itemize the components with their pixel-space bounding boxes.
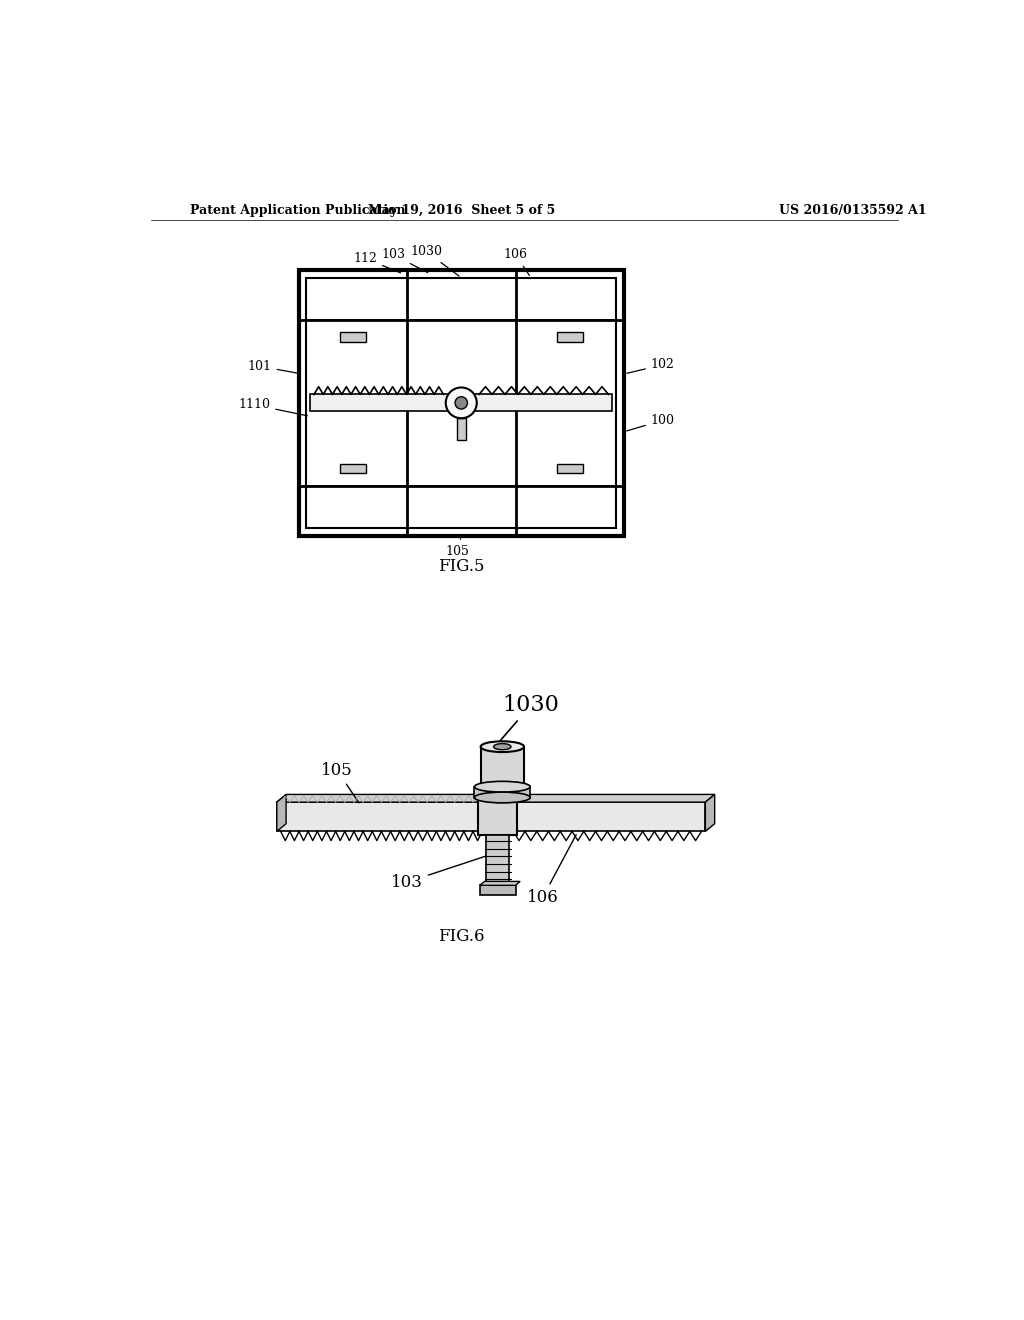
Ellipse shape	[474, 792, 530, 803]
Text: FIG.5: FIG.5	[438, 558, 484, 576]
Bar	[306, 277, 616, 528]
Ellipse shape	[494, 743, 511, 750]
Text: 103: 103	[391, 857, 485, 891]
Bar	[474, 787, 530, 797]
Text: 101: 101	[248, 360, 300, 374]
Text: 1030: 1030	[411, 246, 459, 276]
Bar	[299, 271, 624, 536]
Circle shape	[455, 397, 467, 409]
Ellipse shape	[480, 742, 524, 752]
Bar	[310, 395, 612, 412]
Circle shape	[445, 388, 477, 418]
Text: 105: 105	[322, 762, 359, 803]
Bar	[340, 333, 366, 342]
Bar	[340, 465, 366, 474]
Polygon shape	[509, 795, 715, 803]
Polygon shape	[706, 795, 715, 832]
Text: 100: 100	[627, 413, 675, 430]
Bar	[480, 747, 524, 787]
Bar	[478, 799, 517, 836]
Polygon shape	[276, 795, 496, 803]
Ellipse shape	[474, 781, 530, 792]
Bar	[480, 886, 515, 895]
Polygon shape	[478, 791, 526, 799]
Text: 112: 112	[353, 252, 400, 273]
Bar	[509, 803, 706, 832]
Bar	[457, 418, 466, 440]
Bar	[557, 333, 583, 342]
Text: FIG.6: FIG.6	[438, 928, 484, 945]
Text: 1110: 1110	[239, 399, 307, 416]
Text: 106: 106	[504, 248, 529, 276]
Text: 102: 102	[627, 358, 675, 374]
Text: 103: 103	[381, 248, 428, 273]
Bar	[486, 836, 509, 886]
Text: 105: 105	[445, 539, 469, 557]
Text: US 2016/0135592 A1: US 2016/0135592 A1	[779, 205, 927, 218]
Text: Patent Application Publication: Patent Application Publication	[190, 205, 406, 218]
Text: May 19, 2016  Sheet 5 of 5: May 19, 2016 Sheet 5 of 5	[368, 205, 555, 218]
Polygon shape	[480, 882, 520, 886]
Text: 106: 106	[526, 834, 577, 906]
Polygon shape	[276, 795, 286, 832]
Bar	[276, 803, 486, 832]
Bar	[557, 465, 583, 474]
Text: 1030: 1030	[500, 694, 559, 742]
